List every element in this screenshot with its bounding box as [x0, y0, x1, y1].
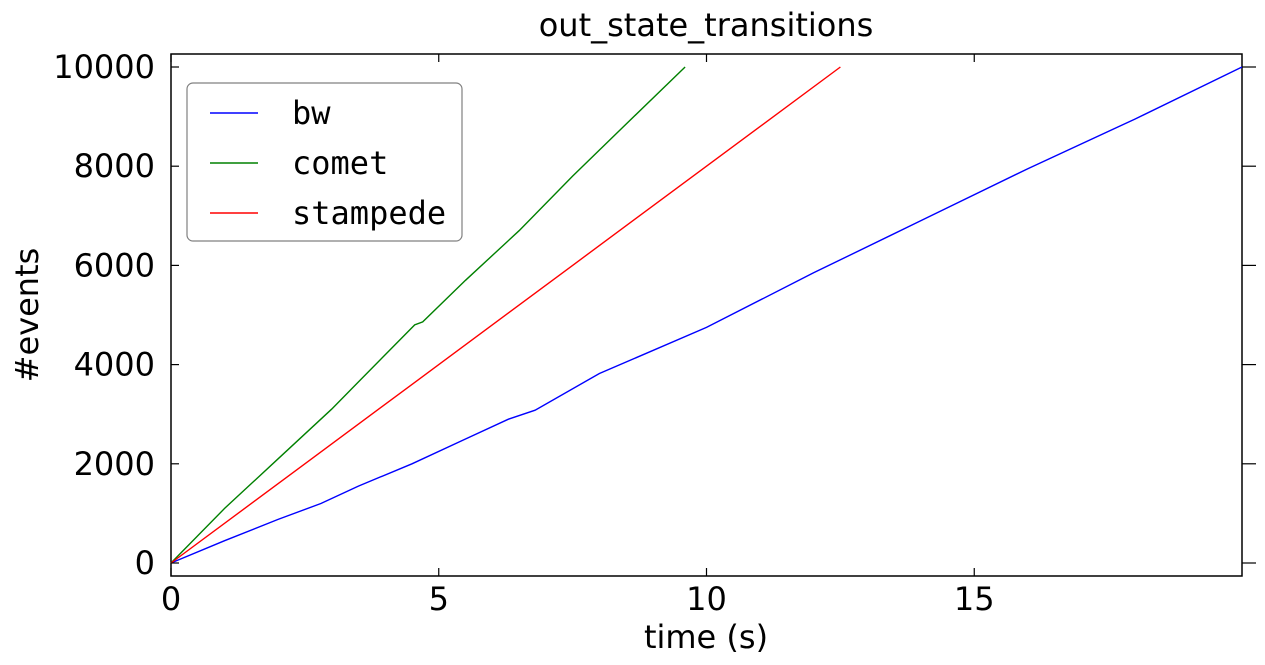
- legend-label-stampede: stampede: [292, 194, 446, 232]
- series-line-stampede: [170, 66, 841, 564]
- x-tick-label: 5: [429, 580, 449, 618]
- x-axis-label: time (s): [644, 618, 768, 656]
- series-line-comet: [170, 66, 686, 564]
- legend: bw comet stampede: [186, 82, 463, 242]
- y-tick-label: 6000: [74, 246, 155, 284]
- legend-label-comet: comet: [292, 144, 388, 182]
- y-tick-label: 8000: [74, 147, 155, 185]
- x-tick-label: 10: [686, 580, 727, 618]
- x-tick-label: 15: [954, 580, 995, 618]
- y-axis-label: #events: [8, 248, 46, 383]
- y-tick-label: 0: [135, 544, 155, 582]
- legend-label-bw: bw: [292, 94, 331, 132]
- chart-title: out_state_transitions: [539, 6, 874, 44]
- y-tick-label: 4000: [74, 346, 155, 384]
- x-tick-label: 0: [161, 580, 181, 618]
- y-tick-label: 10000: [53, 48, 155, 86]
- series-layer: [170, 66, 1243, 564]
- y-tick-label: 2000: [74, 445, 155, 483]
- tick-layer: 0 5 10 15 0 2000 4000 6000 8000 10000: [53, 48, 1256, 618]
- legend-box: [186, 82, 463, 242]
- legend-entries: bw comet stampede: [210, 94, 446, 232]
- series-line-bw: [170, 66, 1243, 564]
